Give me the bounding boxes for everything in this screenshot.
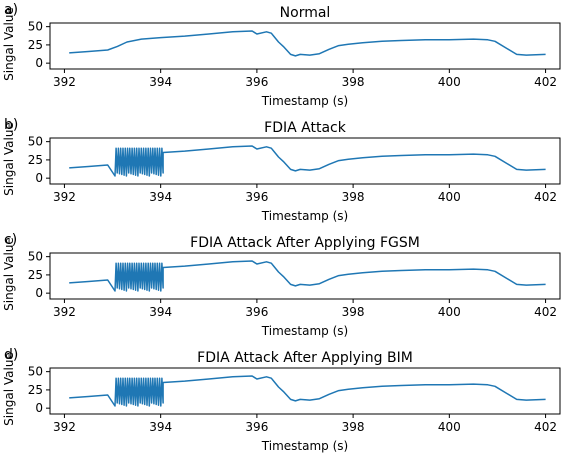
- x-tick-label: 396: [245, 305, 268, 319]
- y-tick-label: 25: [28, 383, 43, 397]
- x-tick-label: 402: [534, 190, 557, 204]
- chart-panel: FDIA Attack After Applying FGSM c) 392 394 3…: [2, 232, 561, 338]
- chart-title: FDIA Attack: [264, 120, 347, 136]
- x-tick-label: 402: [534, 75, 557, 89]
- x-tick-label: 394: [149, 420, 172, 434]
- series-line: [69, 30, 546, 57]
- x-tick-label: 392: [53, 75, 76, 89]
- x-tick-label: 400: [438, 305, 461, 319]
- y-tick-label: 50: [28, 365, 43, 379]
- x-tick-label: 392: [53, 190, 76, 204]
- y-tick-label: 50: [28, 20, 43, 34]
- axes-frame: [49, 137, 561, 185]
- y-tick-label: 25: [28, 153, 43, 167]
- y-axis-label: Singal Value: [2, 237, 16, 311]
- chart-panel: FDIA Attack After Applying BIM d) 392 394 39…: [2, 347, 561, 453]
- y-axis-label: Singal Value: [2, 352, 16, 426]
- y-tick-label: 50: [28, 135, 43, 149]
- series-line: [69, 260, 546, 292]
- panel-label: d): [4, 347, 18, 363]
- x-tick-label: 398: [342, 305, 365, 319]
- panel-label: b): [4, 117, 18, 133]
- y-axis-label: Singal Value: [2, 122, 16, 196]
- y-tick-label: 0: [35, 286, 43, 300]
- y-axis-label: Singal Value: [2, 7, 16, 81]
- x-tick-label: 392: [53, 305, 76, 319]
- chart-panel: FDIA Attack b) 392 394 396 398 400 402 0 25 50 Time…: [2, 117, 561, 223]
- x-tick-label: 400: [438, 75, 461, 89]
- x-tick-label: 398: [342, 190, 365, 204]
- chart-panel: Normal a) 392 394 396 398 400 402 0 25 50 Timestamp…: [2, 2, 561, 108]
- chart-title: FDIA Attack After Applying BIM: [197, 350, 413, 366]
- x-tick-label: 396: [245, 190, 268, 204]
- x-tick-label: 398: [342, 420, 365, 434]
- axes-frame: [49, 367, 561, 415]
- axes-frame: [49, 22, 561, 70]
- x-tick-label: 392: [53, 420, 76, 434]
- panel-label: c): [4, 232, 17, 248]
- y-tick-label: 25: [28, 38, 43, 52]
- y-tick-label: 0: [35, 401, 43, 415]
- y-tick-label: 50: [28, 250, 43, 264]
- x-tick-label: 396: [245, 420, 268, 434]
- axes-frame: [49, 252, 561, 300]
- x-tick-label: 400: [438, 190, 461, 204]
- x-axis-label: Timestamp (s): [261, 209, 348, 223]
- x-tick-label: 398: [342, 75, 365, 89]
- y-tick-label: 0: [35, 171, 43, 185]
- chart-title: Normal: [280, 5, 331, 21]
- panel-label: a): [4, 2, 18, 18]
- chart-title: FDIA Attack After Applying FGSM: [190, 235, 420, 251]
- x-axis-label: Timestamp (s): [261, 324, 348, 338]
- x-tick-label: 396: [245, 75, 268, 89]
- x-tick-label: 402: [534, 420, 557, 434]
- series-line: [69, 145, 546, 177]
- x-tick-label: 394: [149, 305, 172, 319]
- y-tick-label: 25: [28, 268, 43, 282]
- y-tick-label: 0: [35, 56, 43, 70]
- x-tick-label: 400: [438, 420, 461, 434]
- series-line: [69, 375, 546, 407]
- x-tick-label: 394: [149, 190, 172, 204]
- x-axis-label: Timestamp (s): [261, 94, 348, 108]
- x-axis-label: Timestamp (s): [261, 439, 348, 453]
- x-tick-label: 394: [149, 75, 172, 89]
- x-tick-label: 402: [534, 305, 557, 319]
